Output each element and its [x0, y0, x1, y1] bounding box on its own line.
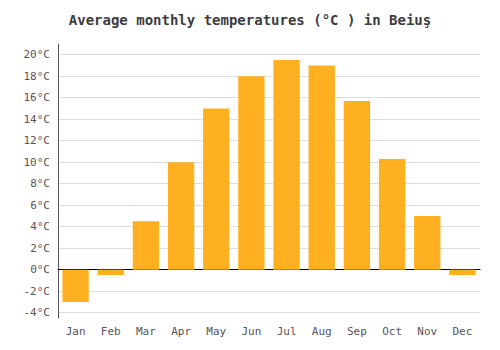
- svg-text:0°C: 0°C: [30, 263, 50, 276]
- svg-text:-4°C: -4°C: [24, 306, 51, 319]
- svg-text:Sep: Sep: [347, 325, 367, 338]
- svg-text:Apr: Apr: [171, 325, 191, 338]
- svg-text:Dec: Dec: [452, 325, 472, 338]
- svg-text:10°C: 10°C: [24, 156, 51, 169]
- svg-text:4°C: 4°C: [30, 220, 50, 233]
- svg-text:14°C: 14°C: [24, 113, 51, 126]
- svg-text:Oct: Oct: [382, 325, 402, 338]
- svg-text:Jul: Jul: [277, 325, 297, 338]
- svg-text:Average monthly temperatures (: Average monthly temperatures (°C ) in Be…: [69, 12, 431, 28]
- svg-text:Jan: Jan: [66, 325, 86, 338]
- svg-text:Feb: Feb: [101, 325, 121, 338]
- svg-text:Aug: Aug: [312, 325, 332, 338]
- svg-text:May: May: [206, 325, 226, 338]
- svg-text:2°C: 2°C: [30, 242, 50, 255]
- svg-text:18°C: 18°C: [24, 70, 51, 83]
- svg-text:-2°C: -2°C: [24, 285, 51, 298]
- svg-text:Mar: Mar: [136, 325, 156, 338]
- svg-text:Jun: Jun: [241, 325, 261, 338]
- svg-text:20°C: 20°C: [24, 48, 51, 61]
- svg-text:12°C: 12°C: [24, 134, 51, 147]
- svg-text:Nov: Nov: [417, 325, 437, 338]
- svg-text:8°C: 8°C: [30, 177, 50, 190]
- svg-text:6°C: 6°C: [30, 199, 50, 212]
- svg-text:16°C: 16°C: [24, 91, 51, 104]
